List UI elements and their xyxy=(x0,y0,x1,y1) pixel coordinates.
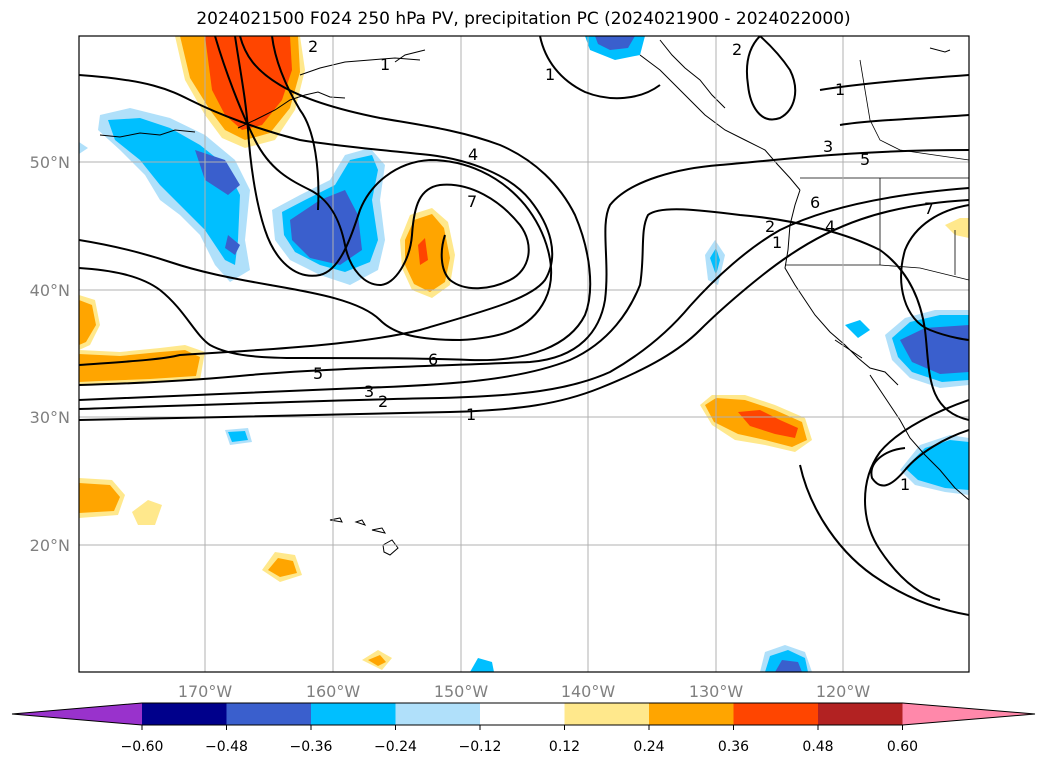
colorbar-tick-label: 0.48 xyxy=(802,739,833,755)
colorbar-segment xyxy=(395,703,481,725)
contour-label: 5 xyxy=(860,150,870,169)
colorbar-segment xyxy=(226,703,312,725)
colorbar-segment xyxy=(480,703,565,725)
contour-label: 6 xyxy=(428,350,438,369)
colorbar-tick-label: −0.60 xyxy=(121,739,164,755)
contour-label: 3 xyxy=(823,137,833,156)
colorbar-tick-label: −0.48 xyxy=(205,739,248,755)
contour-label: 3 xyxy=(364,382,374,401)
contour-label: 2 xyxy=(732,40,742,59)
map-frame xyxy=(78,35,970,673)
contour-label: 1 xyxy=(545,65,555,84)
longitude-labels: 170°W 160°W 150°W 140°W 130°W 120°W xyxy=(178,682,871,701)
colorbar-tick-label: 0.60 xyxy=(887,739,918,755)
contour-label: 1 xyxy=(772,233,782,252)
contour-labels: 1 2 3 5 6 4 7 1 2 3 5 6 4 2 1 1 7 1 2 1 xyxy=(308,37,934,494)
contour-label: 1 xyxy=(466,405,476,424)
lon-label: 170°W xyxy=(178,682,233,701)
contour-label: 1 xyxy=(900,475,910,494)
graticule xyxy=(79,36,969,672)
contour-label: 5 xyxy=(313,364,323,383)
colorbar-extend-min xyxy=(12,703,142,725)
colorbar-segments xyxy=(11,702,1036,726)
contour-label: 2 xyxy=(765,217,775,236)
contour-label: 2 xyxy=(308,37,318,56)
colorbar-segment xyxy=(564,703,650,725)
lat-label: 30°N xyxy=(30,408,70,427)
lon-label: 120°W xyxy=(816,682,871,701)
precip-positive-shading xyxy=(79,36,969,670)
map-content: 1 2 3 5 6 4 7 1 2 3 5 6 4 2 1 1 7 1 2 1 xyxy=(79,36,969,672)
colorbar-tick-label: −0.36 xyxy=(290,739,333,755)
coastlines xyxy=(99,39,969,556)
map-title: 2024021500 F024 250 hPa PV, precipitatio… xyxy=(196,9,851,29)
lon-label: 130°W xyxy=(689,682,744,701)
colorbar-segment xyxy=(142,703,227,725)
lon-label: 160°W xyxy=(306,682,361,701)
lon-label: 140°W xyxy=(561,682,616,701)
colorbar-segment xyxy=(311,703,396,725)
lat-label: 50°N xyxy=(30,153,70,172)
colorbar-ticks: −0.60 −0.48 −0.36 −0.24 −0.12 0.12 0.24 0.36 0.4… xyxy=(121,725,918,755)
colorbar: −0.60 −0.48 −0.36 −0.24 −0.12 0.12 0.24 0.36 0.4… xyxy=(11,702,1036,755)
colorbar-segment xyxy=(649,703,734,725)
lat-label: 20°N xyxy=(30,536,70,555)
colorbar-tick-label: −0.12 xyxy=(459,739,502,755)
colorbar-tick-label: 0.12 xyxy=(549,739,580,755)
colorbar-segment xyxy=(818,703,903,725)
contour-label: 4 xyxy=(825,217,835,236)
lon-label: 150°W xyxy=(434,682,489,701)
colorbar-tick-label: −0.24 xyxy=(374,739,417,755)
contour-label: 7 xyxy=(467,192,477,211)
contour-label: 6 xyxy=(810,193,820,212)
contour-label: 1 xyxy=(380,55,390,74)
map-background xyxy=(79,36,969,672)
colorbar-tick-label: 0.36 xyxy=(718,739,749,755)
contour-label: 7 xyxy=(924,199,934,218)
contour-label: 4 xyxy=(468,145,478,164)
lat-label: 40°N xyxy=(30,281,70,300)
latitude-labels: 50°N 40°N 30°N 20°N xyxy=(30,153,70,555)
pv-contours xyxy=(79,36,969,616)
colorbar-tick-label: 0.24 xyxy=(633,739,664,755)
colorbar-segment xyxy=(733,703,819,725)
colorbar-extend-max xyxy=(902,703,1035,725)
contour-label: 1 xyxy=(835,80,845,99)
contour-label: 2 xyxy=(378,392,388,411)
